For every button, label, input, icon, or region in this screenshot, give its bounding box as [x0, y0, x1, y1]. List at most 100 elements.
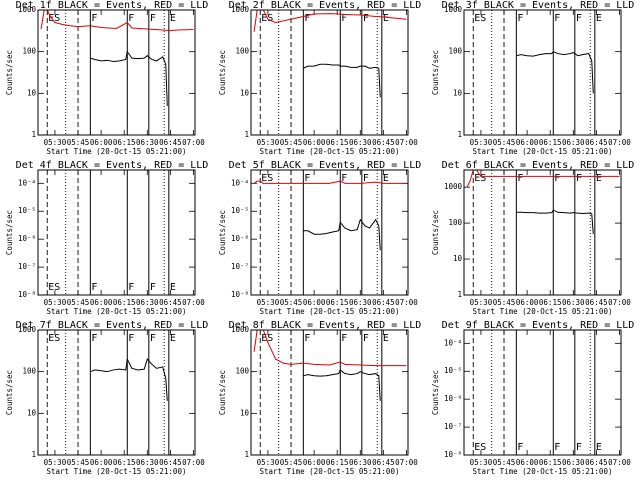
x-tick-label: 05:30 [470, 138, 493, 147]
y-tick-label: 10 [240, 88, 250, 97]
x-tick-label: 06:00 [303, 458, 326, 467]
x-tick-label: 07:00 [395, 458, 418, 467]
x-axis-label: Start Time (20-Oct-15 05:21:00) [47, 307, 187, 316]
panel-title: Det 5f BLACK = Events, RED = LLD [229, 160, 422, 171]
event-label: E [383, 13, 389, 24]
x-tick-label: 06:45 [585, 298, 608, 307]
panel-title: Det 1f BLACK = Events, RED = LLD [16, 0, 209, 11]
y-tick-label: 1 [31, 450, 36, 459]
y-tick-label: 1 [31, 130, 36, 139]
panel-title: Det 7f BLACK = Events, RED = LLD [16, 320, 209, 331]
plot-frame [463, 329, 622, 456]
x-tick-label: 07:00 [182, 138, 205, 147]
x-tick-label: 06:00 [516, 458, 539, 467]
x-tick-label: 06:30 [562, 298, 585, 307]
y-tick-label: 10⁻⁸ [231, 290, 249, 299]
panel: Det 6f BLACK = Events, RED = LLD Start Ti… [431, 160, 634, 316]
plot-frame [37, 9, 196, 136]
y-tick-label: 1000 [231, 5, 250, 14]
y-tick-label: 10 [27, 408, 37, 417]
panel-title: Det 8f BLACK = Events, RED = LLD [229, 320, 422, 331]
panel: Det 1f BLACK = Events, RED = LLD Start Ti… [5, 0, 208, 156]
y-tick-label: 10⁻⁷ [444, 422, 462, 431]
plot-frame [463, 169, 622, 296]
event-label: F [363, 173, 369, 184]
x-tick-label: 06:30 [136, 298, 159, 307]
event-label: F [517, 173, 523, 184]
y-tick-label: 1 [457, 130, 462, 139]
x-tick-label: 06:30 [136, 458, 159, 467]
x-tick-label: 06:00 [516, 138, 539, 147]
data-line [466, 170, 620, 188]
y-tick-label: 10⁻⁶ [18, 234, 36, 243]
x-tick-label: 05:45 [280, 298, 303, 307]
y-tick-label: 10⁻⁶ [444, 394, 462, 403]
event-label: ES [261, 333, 273, 344]
x-tick-label: 07:00 [182, 458, 205, 467]
y-axis-label: Counts/sec [5, 210, 14, 255]
x-tick-label: 06:45 [159, 138, 182, 147]
data-line [90, 357, 168, 401]
event-label: F [576, 442, 582, 453]
x-tick-label: 06:30 [349, 138, 372, 147]
event-label: E [170, 13, 176, 24]
x-tick-label: 05:30 [470, 458, 493, 467]
y-tick-label: 10 [453, 254, 463, 263]
plot-frame [250, 329, 409, 456]
x-tick-label: 06:00 [90, 298, 113, 307]
data-line [303, 218, 381, 251]
x-tick-label: 06:15 [326, 458, 349, 467]
y-tick-label: 10 [453, 88, 463, 97]
event-label: ES [48, 13, 60, 24]
event-label: F [150, 282, 156, 293]
event-label: F [91, 333, 97, 344]
x-tick-label: 06:30 [562, 138, 585, 147]
event-label: E [596, 442, 602, 453]
x-axis-label: Start Time (20-Oct-15 05:21:00) [47, 467, 187, 476]
y-axis-label: Counts/sec [431, 210, 440, 255]
event-label: F [554, 442, 560, 453]
panel: Det 7f BLACK = Events, RED = LLD Start Ti… [5, 320, 208, 476]
event-label: E [170, 282, 176, 293]
event-label: ES [48, 282, 60, 293]
data-line [40, 10, 194, 32]
event-label: E [383, 333, 389, 344]
event-label: F [341, 13, 347, 24]
event-label: E [596, 173, 602, 184]
event-label: F [304, 13, 310, 24]
y-tick-label: 10⁻⁵ [231, 206, 249, 215]
y-tick-label: 10 [240, 408, 250, 417]
x-tick-label: 05:30 [470, 298, 493, 307]
y-tick-label: 100 [22, 367, 36, 376]
x-tick-label: 06:30 [349, 458, 372, 467]
plot-frame [463, 9, 622, 136]
y-tick-label: 10⁻⁸ [18, 290, 36, 299]
x-tick-label: 05:45 [280, 458, 303, 467]
x-tick-label: 06:00 [90, 458, 113, 467]
event-label: F [341, 173, 347, 184]
y-axis-label: Counts/sec [5, 50, 14, 95]
x-tick-label: 06:30 [562, 458, 585, 467]
y-tick-label: 10⁻⁴ [231, 178, 249, 187]
y-tick-label: 1 [457, 290, 462, 299]
y-tick-label: 1 [244, 130, 249, 139]
panel: Det 3f BLACK = Events, RED = LLD Start Ti… [431, 0, 634, 156]
y-tick-label: 10⁻⁵ [18, 206, 36, 215]
y-tick-label: 100 [448, 218, 462, 227]
x-tick-label: 06:15 [539, 138, 562, 147]
y-tick-label: 100 [235, 367, 249, 376]
x-axis-label: Start Time (20-Oct-15 05:21:00) [473, 467, 613, 476]
x-tick-label: 05:45 [67, 298, 90, 307]
x-tick-label: 06:15 [113, 298, 136, 307]
y-tick-label: 1000 [18, 5, 37, 14]
y-axis-label: Counts/sec [431, 370, 440, 415]
x-tick-label: 06:15 [539, 298, 562, 307]
x-tick-label: 06:15 [539, 458, 562, 467]
x-tick-label: 06:15 [326, 138, 349, 147]
plot-frame [250, 169, 409, 296]
event-label: ES [48, 333, 60, 344]
x-tick-label: 06:45 [159, 298, 182, 307]
y-tick-label: 100 [235, 47, 249, 56]
x-tick-label: 05:30 [44, 458, 67, 467]
